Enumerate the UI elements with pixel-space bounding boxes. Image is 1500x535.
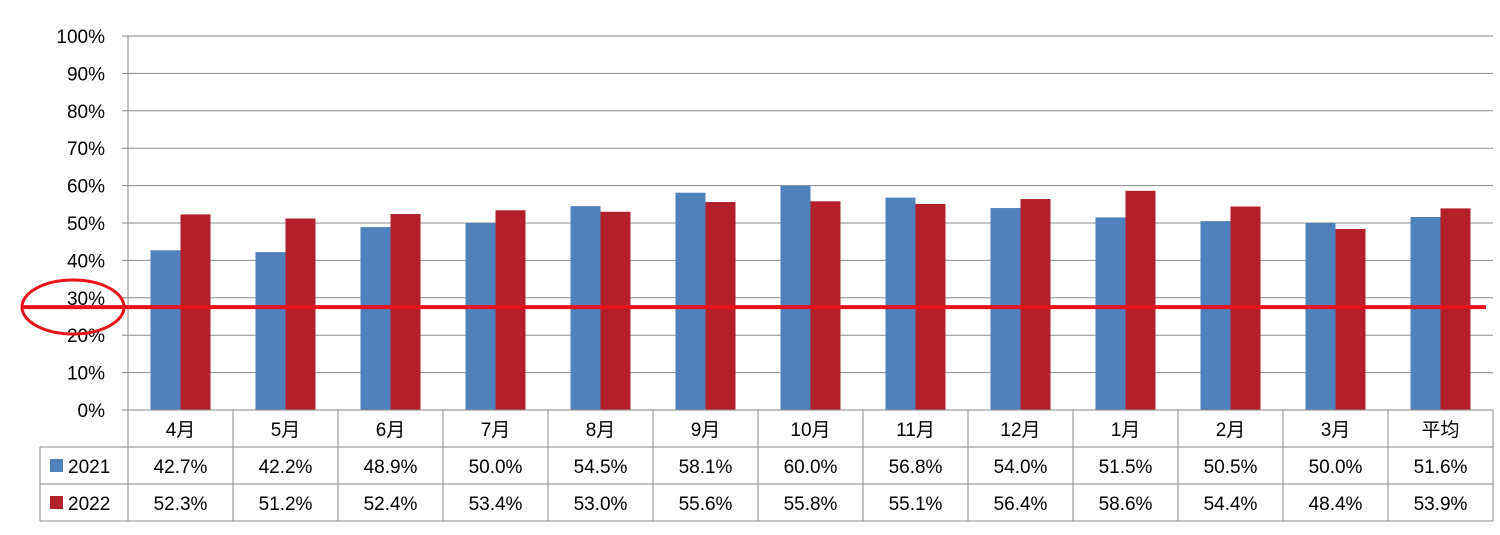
bar-2021-6 xyxy=(675,192,706,410)
y-tick-label: 70% xyxy=(67,139,105,160)
x-tick-label: 4月 xyxy=(166,420,196,441)
data-label: 48.4% xyxy=(1309,494,1363,515)
data-label: 55.8% xyxy=(784,494,838,515)
bar-2021-2 xyxy=(255,252,286,410)
x-tick-label: 12月 xyxy=(1000,420,1040,441)
bar-2022-2 xyxy=(285,218,316,410)
y-tick-label: 10% xyxy=(67,364,105,385)
y-tick-label: 80% xyxy=(67,102,105,123)
bar-2022-12 xyxy=(1335,228,1366,410)
data-label: 53.0% xyxy=(574,494,628,515)
bars xyxy=(150,185,1471,410)
highlight-ellipse xyxy=(20,278,126,336)
bar-2022-3 xyxy=(390,214,421,410)
x-tick-label: 5月 xyxy=(271,420,301,441)
bar-2022-13 xyxy=(1440,208,1471,410)
bar-2021-12 xyxy=(1305,223,1336,410)
legend-label-2022: 2022 xyxy=(68,494,110,515)
bar-2021-1 xyxy=(150,250,181,410)
data-label: 58.6% xyxy=(1099,494,1153,515)
x-tick-label: 6月 xyxy=(376,420,406,441)
bar-2021-8 xyxy=(885,197,916,410)
data-label: 51.6% xyxy=(1414,457,1468,478)
data-table: 4月 5月 6月 7月 8月 9月 10月 11月 12月 1月 2月 3月 平均 2021 42.7% 42… xyxy=(39,409,1494,522)
legend-swatch-2022 xyxy=(50,496,63,509)
y-tick-label: 30% xyxy=(67,289,105,310)
y-tick-label: 0% xyxy=(78,401,106,422)
bar-2021-13 xyxy=(1410,217,1441,410)
data-label: 42.2% xyxy=(259,457,313,478)
x-tick-label: 7月 xyxy=(481,420,511,441)
y-tick-label: 100% xyxy=(56,27,105,48)
x-tick-label: 平均 xyxy=(1421,419,1459,441)
y-tick-label: 40% xyxy=(67,251,105,272)
x-tick-label: 11月 xyxy=(896,420,935,441)
data-label: 53.9% xyxy=(1414,494,1468,515)
data-label: 55.6% xyxy=(679,494,733,515)
data-label: 50.5% xyxy=(1204,457,1258,478)
legend-label-2021: 2021 xyxy=(68,457,110,478)
bar-2021-7 xyxy=(780,185,811,410)
data-label: 53.4% xyxy=(469,494,523,515)
x-tick-label: 9月 xyxy=(691,420,721,441)
data-label: 54.0% xyxy=(994,457,1048,478)
data-label: 55.1% xyxy=(889,494,943,515)
data-label: 56.8% xyxy=(889,457,943,478)
bar-2021-3 xyxy=(360,227,391,410)
bar-2022-9 xyxy=(1020,199,1051,410)
data-label: 54.4% xyxy=(1204,494,1258,515)
bar-2022-5 xyxy=(600,211,631,410)
bar-2022-4 xyxy=(495,210,526,410)
x-tick-label: 3月 xyxy=(1321,420,1351,441)
y-tick-label: 50% xyxy=(67,214,105,235)
data-label: 52.4% xyxy=(364,494,418,515)
x-tick-label: 8月 xyxy=(586,420,616,441)
bar-2021-4 xyxy=(465,223,496,410)
x-tick-label: 1月 xyxy=(1111,420,1141,441)
bar-2021-11 xyxy=(1200,221,1231,410)
x-tick-label: 10月 xyxy=(790,420,830,441)
data-label: 54.5% xyxy=(574,457,628,478)
data-label: 52.3% xyxy=(154,494,208,515)
y-tick-label: 60% xyxy=(67,177,105,198)
data-label: 50.0% xyxy=(469,457,523,478)
bar-2022-1 xyxy=(180,214,211,410)
bar-2021-10 xyxy=(1095,217,1126,410)
data-label: 42.7% xyxy=(154,457,208,478)
data-label: 56.4% xyxy=(994,494,1048,515)
data-label: 58.1% xyxy=(679,457,733,478)
data-label: 60.0% xyxy=(784,457,838,478)
x-tick-label: 2月 xyxy=(1216,420,1246,441)
y-tick-label: 90% xyxy=(67,64,105,85)
annotations xyxy=(20,278,1486,336)
data-label: 51.5% xyxy=(1099,457,1153,478)
data-label: 48.9% xyxy=(364,457,418,478)
data-label: 51.2% xyxy=(259,494,313,515)
bar-2022-10 xyxy=(1125,190,1156,410)
y-axis: 0%10%20%30%40%50%60%70%80%90%100% xyxy=(56,27,129,422)
data-label: 50.0% xyxy=(1309,457,1363,478)
legend-swatch-2021 xyxy=(50,459,63,472)
